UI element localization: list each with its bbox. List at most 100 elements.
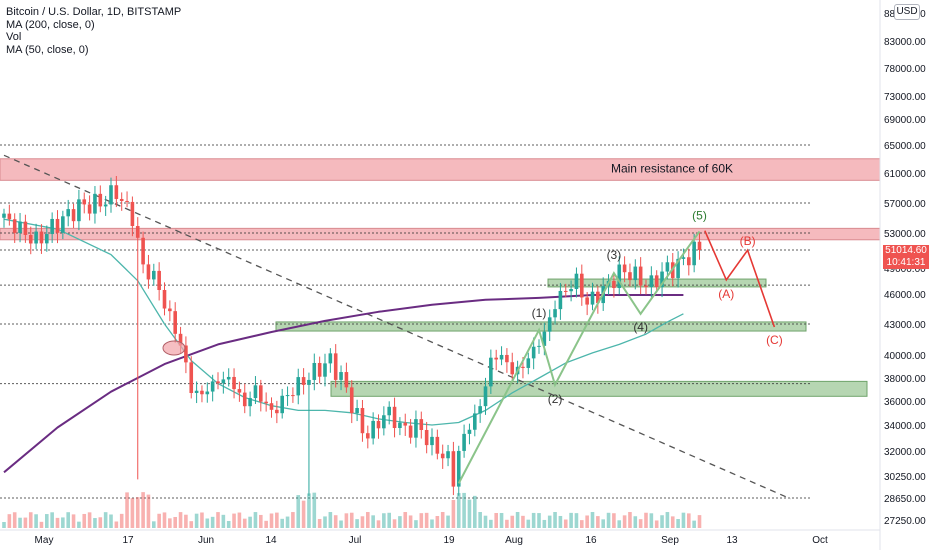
- time-tick-5: 19: [443, 535, 455, 546]
- time-tick-10: Oct: [812, 535, 828, 546]
- candle-body-101: [542, 331, 547, 346]
- price-tick-13: 38000.00: [884, 374, 926, 385]
- time-tick-2: Jun: [198, 535, 214, 546]
- volume-layer: [2, 492, 702, 528]
- zones-layer: [0, 158, 881, 397]
- candle-body-71: [382, 415, 386, 429]
- volume-bar-4: [23, 517, 28, 528]
- volume-bar-25: [135, 497, 140, 528]
- wave-label-1: (1): [532, 306, 547, 320]
- volume-bar-117: [628, 512, 632, 528]
- candle-body-79: [424, 430, 429, 446]
- candle-body-106: [569, 289, 573, 292]
- candle-body-27: [146, 264, 151, 280]
- price-tick-3: 73000.00: [884, 92, 926, 103]
- indicator-ma50[interactable]: MA (50, close, 0): [6, 43, 89, 56]
- candle-body-86: [462, 433, 466, 451]
- candle-body-60: [323, 363, 327, 377]
- volume-bar-69: [371, 515, 375, 528]
- candle-body-59: [317, 362, 322, 377]
- candle-body-57: [307, 379, 311, 385]
- time-tick-7: 16: [585, 535, 597, 546]
- volume-bar-78: [419, 513, 424, 528]
- indicator-volume[interactable]: Vol: [6, 31, 22, 43]
- candle-body-119: [638, 266, 643, 286]
- candle-body-13: [71, 209, 76, 222]
- candle-body-43: [232, 376, 236, 390]
- volume-bar-120: [644, 512, 648, 528]
- volume-bar-70: [376, 520, 381, 528]
- volume-bar-14: [77, 521, 81, 528]
- volume-bar-48: [259, 514, 263, 528]
- volume-bar-114: [612, 513, 616, 528]
- volume-bar-0: [2, 522, 6, 528]
- candle-body-39: [210, 381, 215, 392]
- price-tick-17: 30250.00: [884, 472, 926, 483]
- candle-body-40: [216, 381, 220, 384]
- candle-body-109: [585, 297, 589, 305]
- volume-bar-39: [210, 516, 215, 528]
- candle-body-99: [531, 346, 536, 359]
- candle-body-93: [499, 354, 504, 360]
- candle-body-28: [152, 270, 156, 280]
- candle-body-78: [419, 419, 424, 431]
- currency-badge[interactable]: USD: [894, 4, 920, 20]
- candle-body-36: [194, 390, 199, 394]
- candle-body-82: [440, 453, 445, 459]
- price-tick-15: 34000.00: [884, 421, 926, 432]
- candle-body-54: [291, 395, 295, 397]
- candle-body-94: [505, 354, 509, 363]
- candle-body-46: [248, 398, 252, 407]
- candle-body-84: [451, 451, 456, 487]
- candle-body-19: [103, 204, 108, 207]
- volume-bar-41: [221, 514, 226, 528]
- volume-bar-126: [676, 519, 680, 528]
- price-tick-7: 57000.00: [884, 199, 926, 210]
- candle-body-10: [55, 218, 60, 233]
- time-tick-8: Sep: [661, 535, 679, 546]
- volume-bar-86: [462, 492, 466, 528]
- price-tick-11: 43000.00: [884, 320, 926, 331]
- volume-bar-30: [162, 512, 167, 528]
- volume-bar-47: [253, 512, 258, 528]
- volume-bar-55: [296, 495, 301, 528]
- volume-bar-99: [531, 512, 536, 528]
- volume-bar-3: [18, 517, 22, 528]
- volume-bar-10: [55, 517, 60, 528]
- time-tick-3: 14: [265, 535, 277, 546]
- candle-body-29: [157, 270, 161, 291]
- price-tick-1: 83000.00: [884, 37, 926, 48]
- candle-body-123: [660, 271, 664, 288]
- volume-bar-84: [451, 499, 456, 528]
- volume-bar-122: [654, 520, 659, 528]
- candle-body-85: [456, 450, 461, 487]
- candles-layer: [2, 176, 702, 496]
- candle-body-12: [66, 209, 70, 217]
- price-tick-18: 28650.00: [884, 494, 926, 505]
- volume-bar-6: [34, 514, 38, 528]
- price-tick-2: 78000.00: [884, 64, 926, 75]
- candle-body-114: [612, 280, 616, 289]
- volume-bar-72: [387, 512, 391, 528]
- volume-bar-98: [526, 519, 531, 528]
- volume-bar-118: [633, 516, 638, 528]
- volume-bar-108: [580, 520, 584, 528]
- volume-bar-115: [617, 520, 622, 528]
- candle-body-53: [285, 395, 290, 397]
- volume-bar-45: [242, 518, 247, 528]
- candle-body-17: [93, 193, 97, 214]
- candle-body-108: [580, 273, 584, 298]
- volume-bar-101: [542, 519, 547, 528]
- volume-bar-35: [189, 521, 194, 528]
- volume-bar-16: [87, 512, 92, 528]
- candle-body-38: [205, 391, 210, 395]
- levels-layer: [0, 144, 812, 499]
- indicator-ma200[interactable]: MA (200, close, 0): [6, 18, 95, 31]
- candle-body-50: [269, 403, 274, 410]
- candle-body-105: [563, 290, 568, 292]
- candle-body-128: [687, 257, 691, 266]
- candle-body-8: [45, 234, 49, 244]
- volume-bar-20: [109, 514, 113, 528]
